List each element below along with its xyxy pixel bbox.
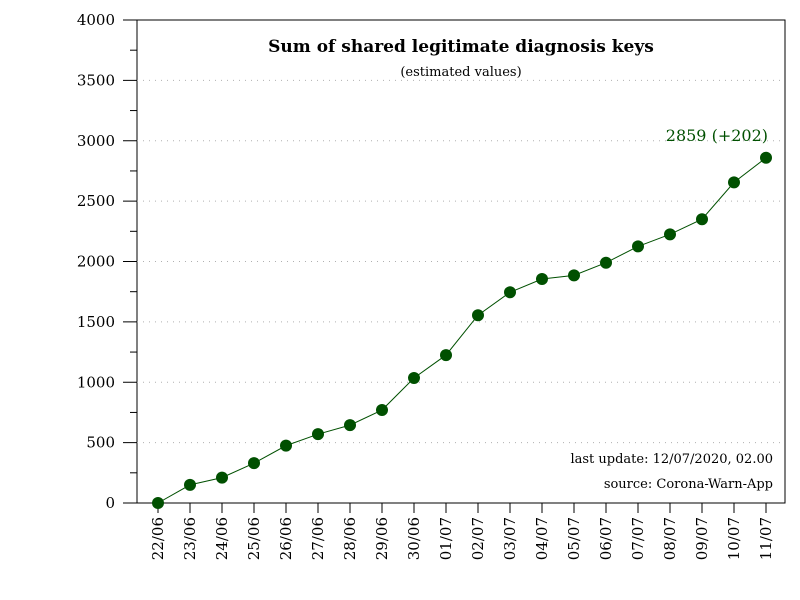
x-tick-label: 27/06	[309, 517, 327, 560]
data-point	[760, 151, 772, 164]
y-tick-label: 2500	[77, 192, 115, 210]
y-tick-label: 500	[86, 434, 115, 452]
x-tick-label: 03/07	[501, 517, 519, 560]
y-tick-label: 2000	[77, 253, 115, 271]
x-tick-label: 09/07	[693, 517, 711, 560]
data-point	[504, 286, 516, 299]
series-layer	[152, 151, 772, 509]
x-tick-label: 10/07	[725, 517, 743, 560]
data-point	[248, 457, 260, 470]
y-tick-label: 3500	[77, 71, 115, 89]
data-point	[312, 428, 324, 441]
data-point	[280, 439, 292, 452]
data-point	[408, 372, 420, 385]
y-tick-label: 1500	[77, 313, 115, 331]
y-tick-label: 1000	[77, 373, 115, 391]
data-point	[696, 213, 708, 226]
chart-title: Sum of shared legitimate diagnosis keys	[268, 37, 654, 57]
y-gridlines	[137, 79, 785, 444]
x-tick-label: 01/07	[437, 517, 455, 560]
data-point	[184, 478, 196, 491]
data-point	[600, 256, 612, 269]
chart-subtitle: (estimated values)	[400, 65, 521, 80]
data-point	[632, 240, 644, 253]
x-tick-label: 04/07	[533, 517, 551, 560]
x-tick-label: 05/07	[565, 517, 583, 560]
x-axis: 22/06 23/06 24/06 25/06 26/06 27/06 28/06 29/06…	[149, 503, 775, 560]
data-point	[472, 309, 484, 322]
source-note: source: Corona-Warn-App	[604, 477, 773, 492]
last-value-annotation: 2859 (+202)	[666, 126, 768, 145]
x-tick-label: 30/06	[405, 517, 423, 560]
x-tick-label: 23/06	[181, 517, 199, 560]
x-tick-label: 28/06	[341, 517, 359, 560]
x-tick-label: 11/07	[757, 517, 775, 560]
x-tick-label: 26/06	[277, 517, 295, 560]
x-tick-label: 07/07	[629, 517, 647, 560]
data-point	[216, 471, 228, 484]
x-tick-label: 06/07	[597, 517, 615, 560]
data-point	[344, 419, 356, 432]
y-tick-label: 4000	[77, 11, 115, 29]
x-tick-label: 29/06	[373, 517, 391, 560]
data-point	[152, 497, 164, 509]
y-axis: 0 500 1000 1500 2000 2500 3000 3500 4000	[77, 11, 137, 512]
x-tick-label: 22/06	[149, 517, 167, 560]
x-tick-label: 02/07	[469, 517, 487, 560]
data-point	[568, 269, 580, 282]
data-point	[664, 228, 676, 241]
y-tick-label: 0	[105, 494, 115, 512]
last-update-note: last update: 12/07/2020, 02.00	[570, 452, 773, 467]
x-tick-label: 24/06	[213, 517, 231, 560]
x-tick-label: 25/06	[245, 517, 263, 560]
data-point	[536, 273, 548, 286]
data-point	[376, 404, 388, 417]
data-point	[440, 349, 452, 362]
data-point	[728, 176, 740, 189]
y-tick-label: 3000	[77, 132, 115, 150]
x-tick-label: 08/07	[661, 517, 679, 560]
